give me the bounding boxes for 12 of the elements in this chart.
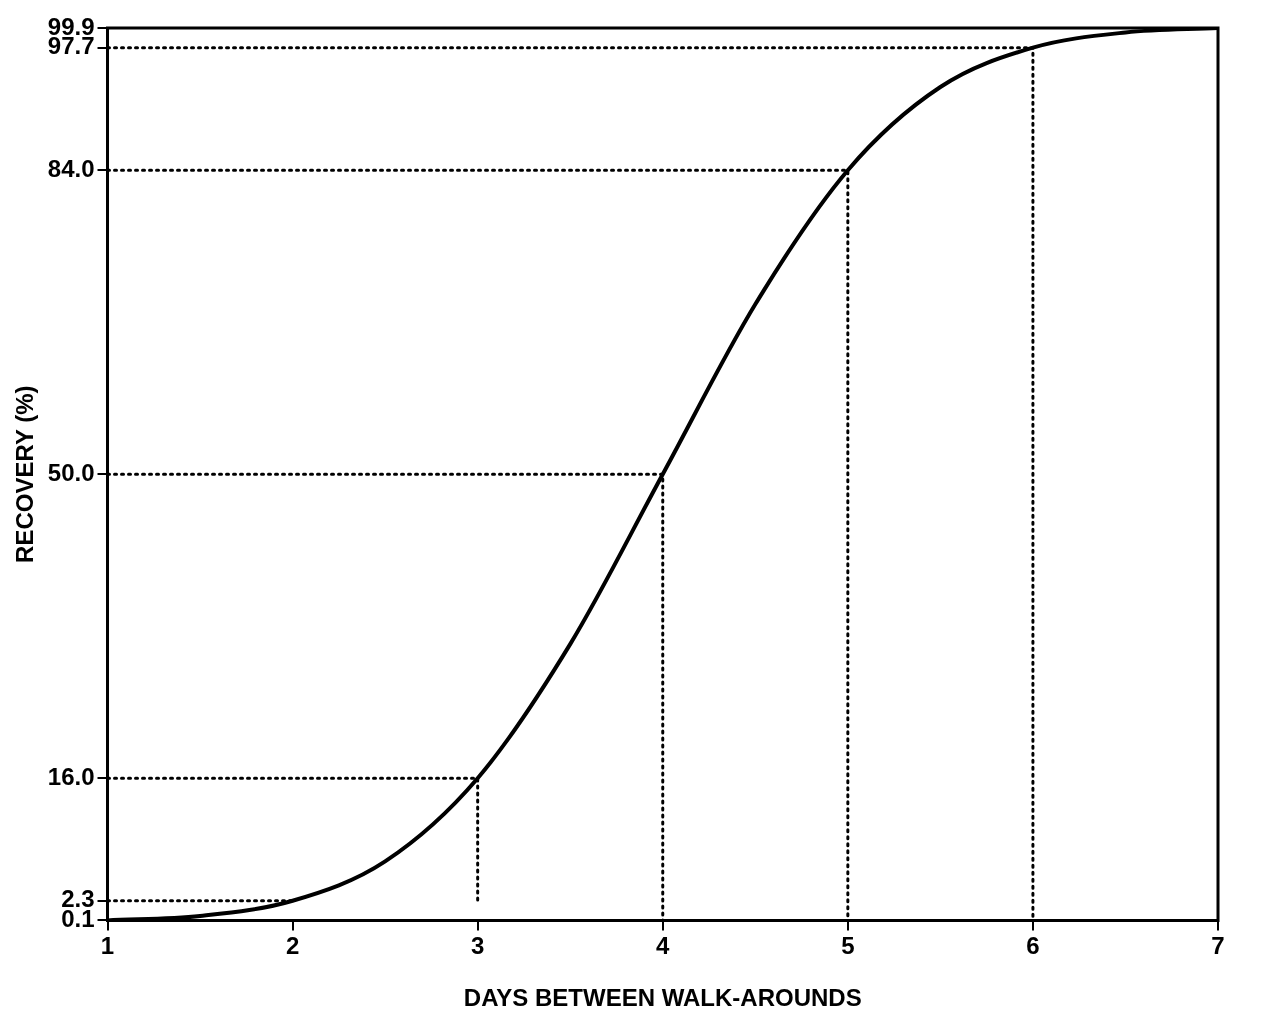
y-tick-label: 16.0	[47, 762, 95, 790]
x-tick-label: 7	[1211, 932, 1225, 960]
y-axis-title: RECOVERY (%)	[11, 385, 39, 563]
x-tick-label: 4	[656, 932, 671, 960]
x-tick-label: 5	[841, 932, 855, 960]
x-tick-label: 6	[1026, 932, 1040, 960]
x-axis-title: DAYS BETWEEN WALK-AROUNDS	[463, 984, 862, 1012]
y-tick-label: 50.0	[47, 458, 95, 486]
y-tick-label: 84.0	[47, 154, 95, 182]
x-tick-label: 3	[470, 932, 485, 960]
x-tick-label: 1	[100, 932, 115, 960]
x-tick-label: 2	[285, 932, 300, 960]
